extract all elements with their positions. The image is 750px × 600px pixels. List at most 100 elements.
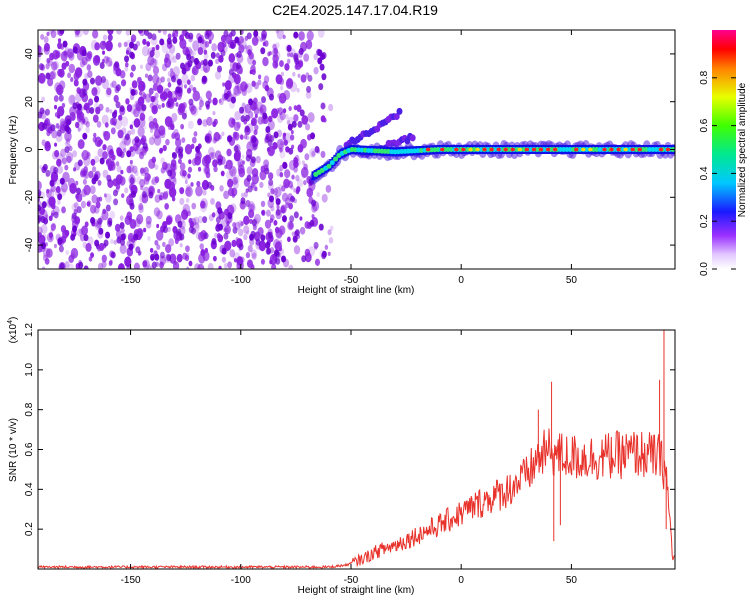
noise-cell <box>76 30 80 33</box>
noise-cell <box>258 240 267 252</box>
peak-cell <box>531 147 537 152</box>
noise-cell-strong <box>167 169 173 177</box>
noise-cell <box>96 121 102 128</box>
noise-cell <box>86 151 91 157</box>
noise-cell <box>131 80 138 89</box>
x-tick-label: -50 <box>344 575 359 586</box>
noise-cell <box>201 179 209 191</box>
noise-cell-strong <box>134 136 140 144</box>
noise-cell-strong <box>38 189 42 197</box>
noise-cell <box>170 163 176 172</box>
noise-cell-strong <box>207 59 213 67</box>
noise-cell <box>102 208 107 215</box>
noise-cell <box>190 74 196 82</box>
noise-cell <box>235 83 239 89</box>
noise-cell-strong <box>250 230 256 238</box>
y-tick-label: 0.8 <box>24 402 35 416</box>
noise-cell <box>247 49 252 56</box>
noise-cell <box>146 264 152 269</box>
noise-cell <box>286 119 291 125</box>
noise-cell <box>55 178 62 186</box>
snr-y-multiplier: (x104) <box>7 317 19 344</box>
noise-cell-strong <box>148 191 154 199</box>
noise-cell-strong <box>89 77 95 85</box>
colorbar-tick-label: 0.8 <box>699 70 710 84</box>
noise-cell <box>197 263 205 269</box>
noise-cell-strong <box>76 187 82 195</box>
noise-cell <box>114 223 121 232</box>
noise-cell <box>152 95 157 101</box>
noise-cell-strong <box>100 76 106 84</box>
noise-cell <box>132 143 139 152</box>
noise-cell-strong <box>228 68 234 76</box>
noise-cell <box>269 247 275 254</box>
noise-cell <box>167 82 172 88</box>
noise-cell <box>307 112 315 123</box>
noise-cell <box>240 192 245 198</box>
noise-cell-strong <box>154 253 160 261</box>
noise-cell <box>90 158 96 166</box>
noise-cell <box>305 39 313 50</box>
noise-cell <box>38 180 42 191</box>
noise-cell-strong <box>129 202 135 210</box>
noise-cell <box>171 196 176 202</box>
noise-cell <box>277 114 284 124</box>
noise-cell <box>215 58 219 65</box>
noise-cell <box>226 220 230 226</box>
noise-cell-strong <box>299 109 305 117</box>
colorbar-tick-label: 0.0 <box>699 262 710 276</box>
noise-cell-strong <box>59 177 65 185</box>
noise-cell <box>273 219 278 226</box>
noise-cell <box>255 155 261 164</box>
noise-cell <box>153 59 157 64</box>
noise-cell <box>184 179 188 185</box>
noise-cell <box>141 45 150 57</box>
noise-cell <box>61 206 66 214</box>
noise-cell-strong <box>172 36 178 44</box>
noise-cell <box>191 202 197 210</box>
noise-cell <box>321 193 328 203</box>
noise-cell <box>246 166 253 175</box>
noise-cell <box>253 82 259 90</box>
noise-cell <box>117 129 124 139</box>
noise-cell <box>67 263 75 269</box>
noise-cell <box>279 149 286 159</box>
noise-cell <box>102 50 106 55</box>
noise-cell <box>80 152 84 157</box>
noise-cell-strong <box>56 129 62 137</box>
noise-cell-strong <box>59 262 65 269</box>
peak-cell <box>609 147 614 152</box>
peak-cell <box>475 147 480 152</box>
noise-cell <box>290 130 294 135</box>
noise-cell-strong <box>76 206 82 214</box>
noise-cell <box>234 111 241 121</box>
noise-cell <box>129 183 134 191</box>
noise-cell <box>285 202 290 209</box>
noise-cell <box>205 90 212 100</box>
noise-cell-strong <box>107 34 113 42</box>
noise-cell <box>112 121 117 127</box>
noise-cell <box>288 106 292 112</box>
noise-cell <box>83 104 88 111</box>
noise-cell <box>73 201 79 209</box>
noise-cell <box>188 159 192 165</box>
noise-cell-strong <box>45 72 51 80</box>
noise-cell <box>213 165 218 173</box>
noise-cell <box>98 196 103 202</box>
noise-cell <box>252 59 257 66</box>
noise-cell <box>233 73 241 85</box>
noise-cell <box>188 84 194 91</box>
noise-cell <box>187 173 191 179</box>
noise-cell-strong <box>298 47 304 55</box>
noise-cell <box>95 201 101 209</box>
noise-cell <box>137 126 145 137</box>
noise-cell <box>143 166 149 175</box>
noise-cell <box>193 216 200 226</box>
noise-cell-strong <box>281 255 287 263</box>
noise-cell <box>284 182 288 188</box>
noise-cell <box>54 142 58 147</box>
noise-cell <box>46 188 50 194</box>
noise-cell <box>297 73 301 78</box>
noise-cell <box>221 131 225 137</box>
noise-cell-strong <box>64 146 70 154</box>
